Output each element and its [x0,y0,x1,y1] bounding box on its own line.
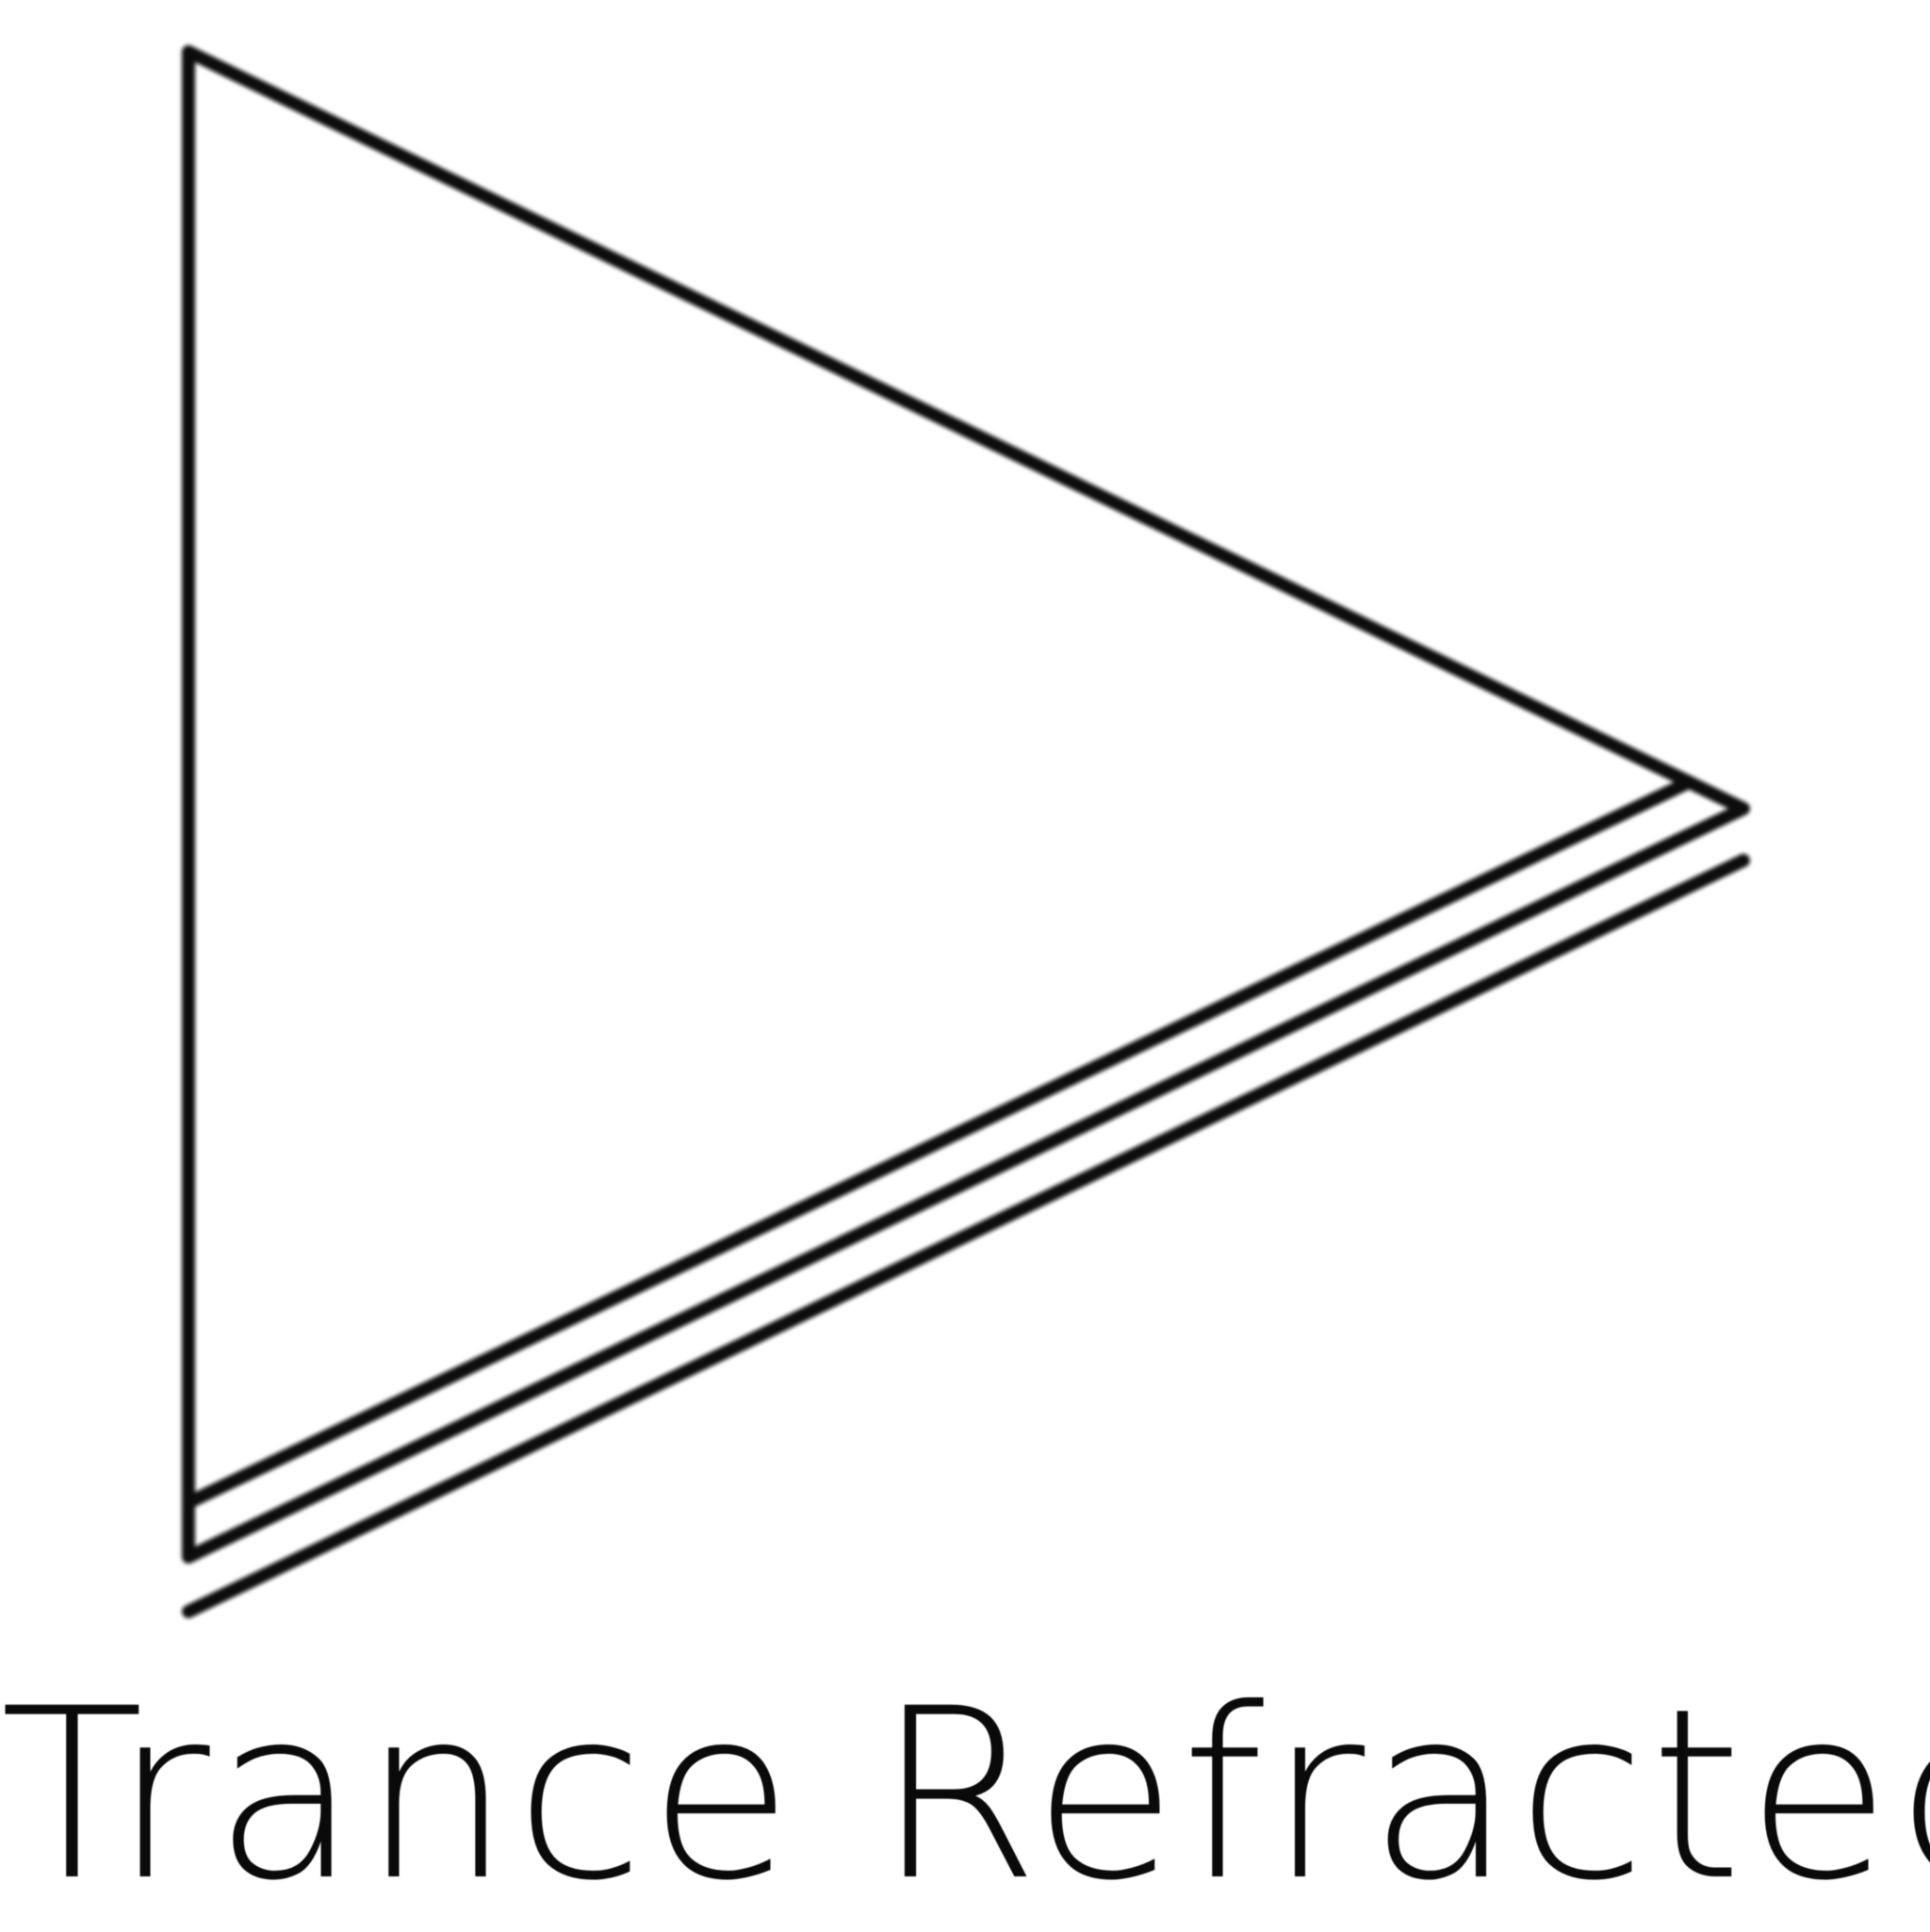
triangle-detached-line [182,854,1750,1618]
wordmark: Trance Refracted [0,1658,1930,1932]
triangle-lines [182,45,1750,1618]
triangle-outer-line [182,45,1750,1564]
triangle-inner-line [187,778,1692,1507]
